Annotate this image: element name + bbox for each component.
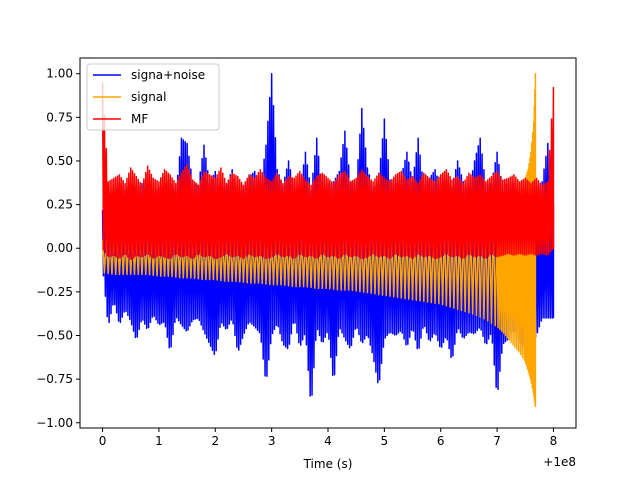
x-tick-label: 2: [211, 434, 219, 448]
y-tick-label: −0.75: [36, 372, 73, 386]
y-tick-label: 0.25: [46, 198, 73, 212]
x-axis-label: Time (s): [303, 457, 353, 471]
x-axis: 0 1 2 3 4 5 6 7 8: [99, 428, 558, 448]
legend-label: signa+noise: [131, 68, 205, 82]
series-line-mf: [101, 82, 555, 261]
x-tick-label: 5: [381, 434, 389, 448]
y-tick-label: −1.00: [36, 416, 73, 430]
y-tick-label: 0.00: [46, 241, 73, 255]
y-axis: −1.00 −0.75 −0.50 −0.25 0.00 0.25 0.50 0.75 1.00: [36, 67, 80, 430]
legend-box: [86, 63, 220, 131]
x-tick-label: 6: [437, 434, 445, 448]
legend-label: MF: [131, 112, 148, 126]
legend-label: signal: [131, 90, 167, 104]
x-tick-label: 4: [324, 434, 332, 448]
x-tick-label: 8: [550, 434, 558, 448]
y-tick-label: 0.75: [46, 110, 73, 124]
x-tick-label: 7: [493, 434, 501, 448]
x-tick-label: 1: [155, 434, 163, 448]
y-tick-label: 0.50: [46, 154, 73, 168]
legend: signa+noise signal MF: [86, 63, 220, 131]
series-layer: [101, 72, 555, 408]
y-tick-label: −0.25: [36, 285, 73, 299]
x-tick-label: 3: [268, 434, 276, 448]
x-tick-label: 0: [99, 434, 107, 448]
y-tick-label: −0.50: [36, 329, 73, 343]
y-tick-label: 1.00: [46, 67, 73, 81]
x-axis-offset-label: +1e8: [543, 455, 576, 469]
